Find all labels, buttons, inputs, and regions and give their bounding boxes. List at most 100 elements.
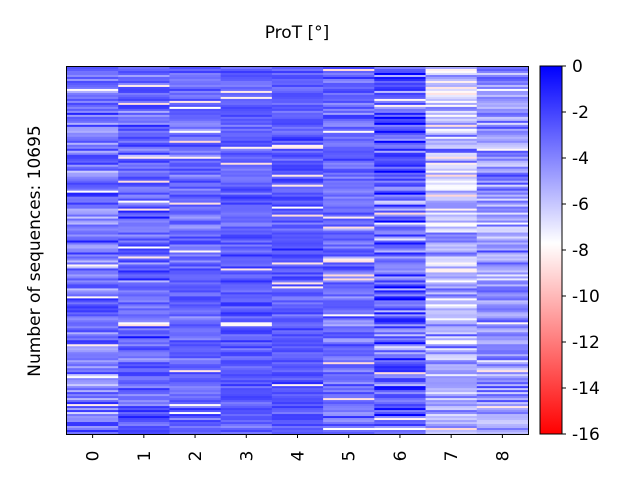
heatmap-cell	[271, 418, 324, 421]
heatmap-cell	[425, 340, 478, 343]
heatmap-cell	[220, 110, 273, 114]
heatmap-cell	[476, 152, 529, 156]
heatmap-cell	[169, 320, 222, 323]
heatmap-cell	[323, 272, 375, 275]
heatmap-cell	[425, 428, 478, 431]
heatmap-cell	[425, 128, 478, 132]
heatmap-cell	[425, 378, 478, 381]
heatmap-cell	[169, 276, 222, 279]
heatmap-cell	[169, 278, 222, 281]
heatmap-cell	[220, 334, 273, 337]
heatmap-cell	[374, 182, 427, 186]
heatmap-cell	[220, 82, 273, 86]
heatmap-cell	[220, 282, 273, 285]
heatmap-cell	[118, 286, 170, 289]
heatmap-cell	[67, 170, 119, 174]
heatmap-cell	[476, 124, 529, 128]
heatmap-cell	[374, 332, 427, 335]
heatmap-cell	[169, 402, 222, 405]
heatmap-cell	[271, 226, 324, 229]
heatmap-cell	[323, 126, 375, 130]
heatmap-cell	[323, 278, 375, 281]
heatmap-cell	[220, 324, 273, 327]
heatmap-cell	[118, 344, 170, 347]
heatmap-cell	[67, 358, 119, 361]
heatmap-cell	[169, 164, 222, 168]
heatmap-cell	[220, 314, 273, 317]
heatmap-cell	[271, 218, 324, 221]
heatmap-cell	[425, 348, 478, 351]
heatmap-cell	[67, 144, 119, 148]
heatmap-cell	[67, 90, 119, 94]
heatmap-cell	[323, 374, 375, 377]
heatmap-cell	[118, 430, 170, 433]
heatmap-cell	[271, 182, 324, 186]
heatmap-cell	[67, 352, 119, 355]
heatmap-cell	[118, 368, 170, 371]
heatmap-cell	[476, 420, 529, 423]
heatmap-cell	[323, 378, 375, 381]
heatmap-cell	[476, 106, 529, 110]
heatmap-cell	[67, 342, 119, 345]
heatmap-cell	[67, 86, 119, 90]
heatmap-cell	[323, 334, 375, 337]
heatmap-cell	[271, 322, 324, 325]
heatmap-cell	[67, 376, 119, 379]
heatmap-cell	[374, 78, 427, 82]
heatmap-cell	[169, 184, 222, 188]
heatmap-cell	[118, 402, 170, 405]
heatmap-cell	[476, 334, 529, 337]
heatmap-cell	[271, 370, 324, 373]
heatmap-cell	[374, 116, 427, 120]
heatmap-cell	[118, 400, 170, 403]
heatmap-cell	[67, 408, 119, 411]
heatmap-cell	[476, 262, 529, 265]
heatmap-cell	[220, 322, 273, 325]
heatmap-cell	[220, 212, 273, 215]
heatmap-cell	[476, 358, 529, 361]
heatmap-cell	[374, 98, 427, 102]
heatmap-cell	[271, 178, 324, 182]
heatmap-cell	[220, 88, 273, 92]
heatmap-cell	[476, 284, 529, 287]
heatmap-cell	[271, 372, 324, 375]
heatmap-cell	[169, 200, 222, 204]
heatmap-cell	[374, 338, 427, 341]
heatmap-cell	[476, 288, 529, 291]
heatmap-cell	[425, 278, 478, 281]
heatmap-cell	[374, 148, 427, 152]
heatmap-cell	[476, 144, 529, 148]
heatmap-cell	[169, 334, 222, 337]
heatmap-cell	[374, 420, 427, 423]
heatmap-cell	[374, 232, 427, 235]
heatmap-cell	[476, 216, 529, 219]
heatmap-cell	[425, 412, 478, 415]
heatmap-cell	[67, 142, 119, 146]
heatmap-cell	[374, 410, 427, 413]
heatmap-cell	[374, 88, 427, 92]
heatmap-cell	[425, 374, 478, 377]
heatmap-cell	[323, 396, 375, 399]
heatmap-cell	[323, 258, 375, 261]
heatmap-cell	[169, 212, 222, 215]
heatmap-cell	[374, 96, 427, 100]
heatmap-cell	[220, 398, 273, 401]
heatmap-cell	[425, 284, 478, 287]
heatmap-cell	[118, 130, 170, 134]
heatmap-cell	[220, 204, 273, 208]
heatmap-cell	[425, 254, 478, 257]
x-tick-label: 0	[84, 451, 104, 462]
heatmap-cell	[271, 346, 324, 349]
heatmap-cell	[476, 196, 529, 200]
heatmap-cell	[323, 414, 375, 417]
heatmap-cell	[476, 178, 529, 182]
heatmap-cell	[323, 416, 375, 419]
heatmap-cell	[271, 206, 324, 210]
heatmap-cell	[271, 232, 324, 235]
heatmap-cell	[169, 422, 222, 425]
heatmap-cell	[271, 278, 324, 281]
heatmap-cell	[476, 68, 529, 72]
heatmap-cell	[425, 296, 478, 299]
heatmap-cell	[118, 196, 170, 200]
